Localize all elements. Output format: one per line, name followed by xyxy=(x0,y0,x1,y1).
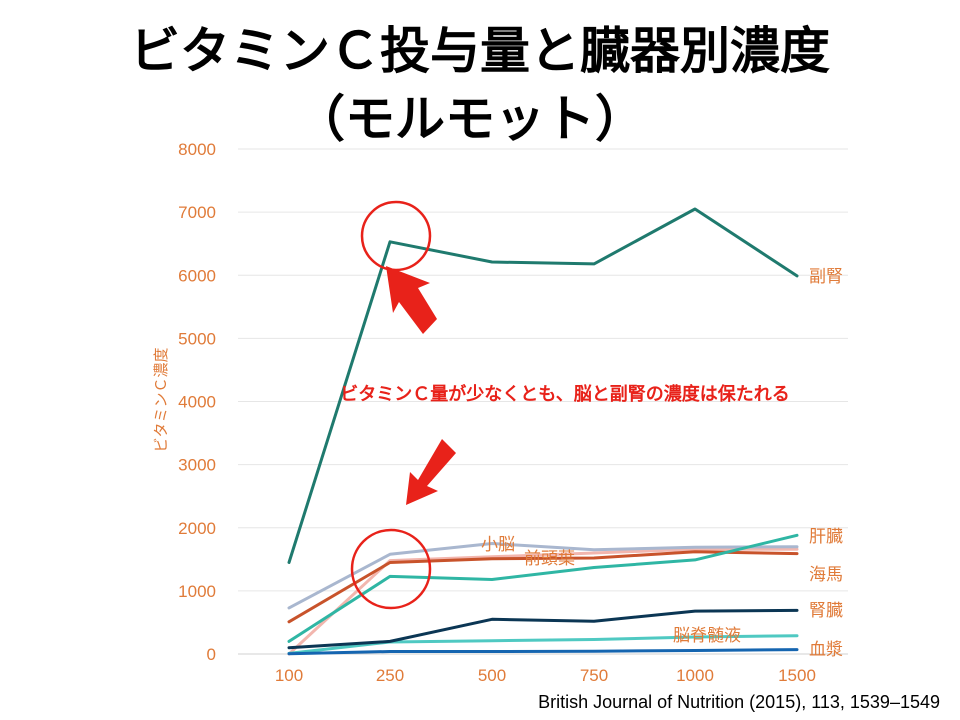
series-label-海馬: 海馬 xyxy=(809,565,843,585)
y-tick-label: 2000 xyxy=(178,519,216,538)
series-line-副腎 xyxy=(287,207,799,564)
y-tick-label: 1000 xyxy=(178,582,216,601)
y-tick-label: 8000 xyxy=(178,140,216,159)
annotation-text: ビタミンＣ量が少なくとも、脳と副腎の濃度は保たれる xyxy=(340,383,789,405)
series-line-腎臓 xyxy=(287,608,799,650)
x-tick-label: 750 xyxy=(580,666,608,685)
series-line-血漿 xyxy=(287,648,799,656)
y-axis-label: ビタミンＣ濃度 xyxy=(152,347,170,452)
series-label-血漿: 血漿 xyxy=(809,640,843,660)
y-tick-label: 0 xyxy=(207,645,216,664)
chart-title-line1: ビタミンＣ投与量と臓器別濃度 xyxy=(130,22,830,80)
series-label-小脳: 小脳 xyxy=(481,535,515,555)
y-tick-label: 6000 xyxy=(178,266,216,285)
chart-title-line2: （モルモット） xyxy=(295,90,645,148)
x-tick-label: 100 xyxy=(275,666,303,685)
x-tick-label: 500 xyxy=(478,666,506,685)
x-tick-label: 1000 xyxy=(676,666,714,685)
series-label-脳脊髄液: 脳脊髄液 xyxy=(673,626,741,646)
arrow-down-icon xyxy=(406,439,456,505)
series-line-小脳 xyxy=(287,542,799,610)
series-label-腎臓: 腎臓 xyxy=(809,601,843,621)
series-label-前頭葉: 前頭葉 xyxy=(524,549,575,569)
series-line-前頭葉 xyxy=(287,550,799,624)
y-tick-label: 5000 xyxy=(178,329,216,348)
y-tick-label: 3000 xyxy=(178,456,216,475)
x-tick-label: 1500 xyxy=(778,666,816,685)
x-tick-label: 250 xyxy=(376,666,404,685)
series-line-海馬 xyxy=(287,547,799,656)
y-tick-label: 4000 xyxy=(178,393,216,412)
highlight-circle-brain xyxy=(350,528,432,610)
series-label-肝臓: 肝臓 xyxy=(809,527,843,547)
series-line-肝臓 xyxy=(287,533,799,643)
series-label-副腎: 副腎 xyxy=(809,267,843,287)
citation: British Journal of Nutrition (2015), 113… xyxy=(538,692,940,712)
y-tick-label: 7000 xyxy=(178,203,216,222)
arrow-up-icon xyxy=(386,266,437,334)
